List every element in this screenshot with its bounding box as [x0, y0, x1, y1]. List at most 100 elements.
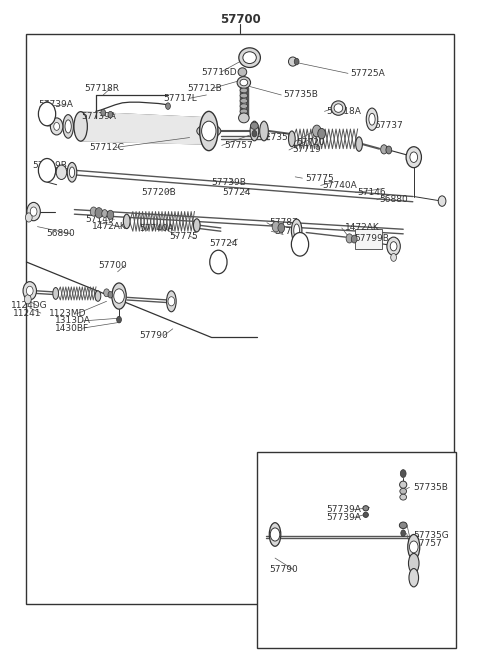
Circle shape — [27, 202, 40, 221]
Text: 57739A: 57739A — [38, 100, 73, 109]
Ellipse shape — [363, 512, 369, 517]
Text: 57735B: 57735B — [413, 483, 448, 492]
Text: 57718R: 57718R — [84, 84, 119, 93]
Circle shape — [351, 235, 357, 243]
Text: 57799B: 57799B — [354, 234, 389, 243]
Circle shape — [381, 145, 387, 154]
Text: 57757: 57757 — [413, 539, 442, 548]
Ellipse shape — [203, 118, 215, 144]
Text: 57789: 57789 — [275, 227, 303, 236]
Ellipse shape — [239, 48, 261, 67]
Ellipse shape — [240, 93, 248, 98]
Circle shape — [117, 316, 121, 323]
Text: 57775: 57775 — [305, 174, 334, 183]
Circle shape — [23, 282, 36, 300]
Circle shape — [25, 213, 32, 222]
Circle shape — [272, 221, 280, 232]
Circle shape — [56, 165, 67, 179]
Ellipse shape — [288, 57, 297, 66]
Ellipse shape — [243, 52, 256, 64]
Ellipse shape — [366, 108, 378, 130]
Circle shape — [291, 233, 309, 256]
Text: 57726: 57726 — [41, 168, 70, 177]
Bar — [26, 34, 454, 604]
Circle shape — [312, 125, 321, 137]
Ellipse shape — [240, 109, 248, 114]
Circle shape — [278, 223, 285, 233]
Circle shape — [24, 295, 31, 304]
Text: 57740A: 57740A — [139, 224, 174, 233]
Text: 57790: 57790 — [139, 331, 168, 340]
Ellipse shape — [123, 214, 130, 229]
Circle shape — [108, 291, 113, 298]
Ellipse shape — [369, 113, 375, 125]
Circle shape — [409, 541, 418, 553]
Ellipse shape — [363, 506, 369, 511]
Circle shape — [101, 109, 106, 116]
Text: 57775: 57775 — [169, 232, 198, 241]
Ellipse shape — [400, 494, 407, 500]
Circle shape — [410, 152, 418, 162]
Ellipse shape — [67, 162, 77, 182]
Circle shape — [400, 470, 406, 477]
Circle shape — [26, 286, 33, 295]
Circle shape — [387, 237, 400, 255]
Text: 1123MD: 1123MD — [49, 309, 86, 318]
Circle shape — [45, 102, 49, 108]
Ellipse shape — [238, 67, 247, 77]
Ellipse shape — [112, 283, 126, 309]
Circle shape — [107, 210, 114, 219]
Ellipse shape — [63, 115, 73, 138]
Text: 57739A: 57739A — [326, 513, 361, 522]
Text: 57739B: 57739B — [33, 160, 68, 170]
Ellipse shape — [294, 224, 300, 237]
Text: 57717L: 57717L — [163, 94, 197, 103]
Ellipse shape — [251, 122, 258, 129]
Ellipse shape — [356, 137, 362, 151]
Circle shape — [95, 208, 103, 218]
Circle shape — [391, 253, 396, 261]
Ellipse shape — [95, 291, 101, 301]
Text: 56890: 56890 — [47, 229, 75, 238]
Text: 1472AK: 1472AK — [345, 223, 379, 233]
Ellipse shape — [250, 121, 259, 141]
Ellipse shape — [237, 77, 251, 88]
Circle shape — [38, 102, 56, 126]
Text: 11241: 11241 — [13, 309, 42, 318]
Circle shape — [108, 111, 113, 118]
Text: 57757: 57757 — [225, 141, 253, 150]
Circle shape — [166, 103, 170, 109]
Ellipse shape — [200, 111, 218, 151]
Circle shape — [252, 130, 257, 137]
Ellipse shape — [408, 534, 420, 559]
Text: 57146: 57146 — [85, 215, 114, 224]
Circle shape — [346, 234, 353, 243]
Text: B: B — [297, 240, 303, 249]
Text: 57787: 57787 — [270, 218, 299, 227]
Ellipse shape — [240, 103, 248, 109]
Circle shape — [386, 146, 392, 154]
Text: 57739B: 57739B — [211, 178, 246, 187]
Polygon shape — [81, 112, 209, 144]
Text: 57737: 57737 — [374, 121, 403, 130]
Circle shape — [401, 530, 406, 536]
Text: A: A — [216, 257, 221, 267]
Ellipse shape — [331, 101, 346, 115]
Ellipse shape — [193, 219, 200, 232]
Circle shape — [102, 210, 108, 217]
Circle shape — [318, 128, 325, 139]
Text: 57720: 57720 — [297, 138, 325, 147]
Text: 56880: 56880 — [379, 195, 408, 204]
Ellipse shape — [239, 113, 249, 123]
Text: 1124DG: 1124DG — [11, 301, 47, 310]
Text: 57712B: 57712B — [187, 84, 222, 93]
Circle shape — [202, 121, 216, 141]
Text: 57712C: 57712C — [89, 143, 124, 152]
Ellipse shape — [409, 569, 419, 587]
Circle shape — [406, 147, 421, 168]
Ellipse shape — [399, 522, 407, 529]
Circle shape — [114, 289, 124, 303]
Bar — [355, 229, 382, 249]
Text: 1313DA: 1313DA — [55, 316, 91, 326]
Ellipse shape — [65, 120, 71, 133]
